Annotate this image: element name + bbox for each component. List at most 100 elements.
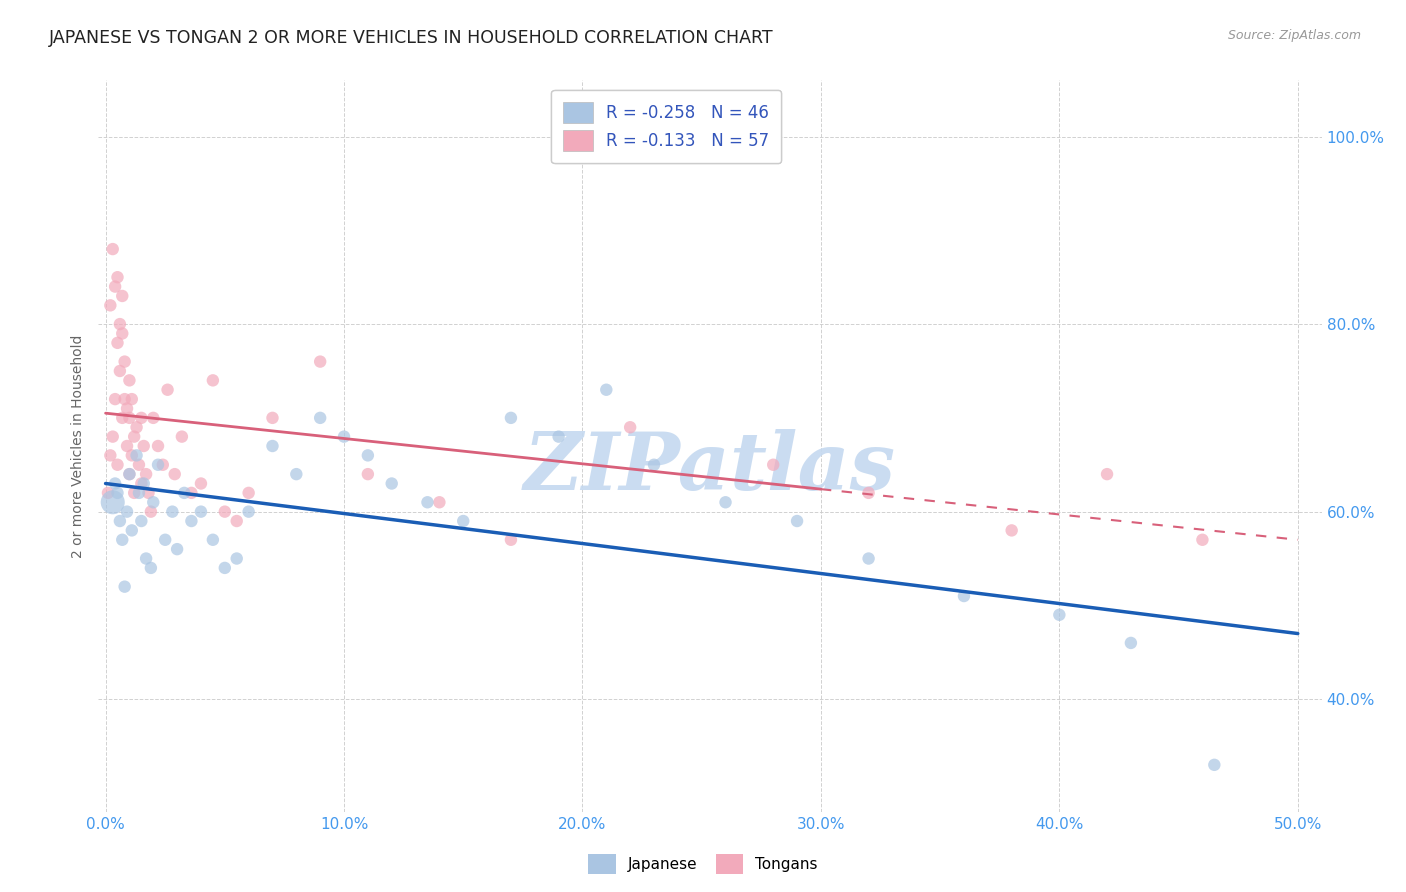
Text: Source: ZipAtlas.com: Source: ZipAtlas.com [1227,29,1361,42]
Point [146,439,169,453]
Point [98,298,121,312]
Point [163,467,186,482]
Point [108,514,131,528]
Point [595,383,617,397]
Point [547,429,569,443]
Point [225,551,247,566]
Text: ZIPatlas: ZIPatlas [524,429,896,507]
Point [381,476,404,491]
Point [416,495,439,509]
Point [131,410,153,425]
Point [98,449,121,463]
Point [107,270,129,285]
Point [107,458,129,472]
Point [333,429,356,443]
Point [108,364,131,378]
Point [357,467,380,482]
Point [166,542,188,557]
Point [111,326,134,341]
Point [128,486,150,500]
Point [170,429,193,443]
Point [309,354,332,368]
Point [132,476,155,491]
Point [108,317,131,331]
Point [128,458,150,472]
Point [115,439,138,453]
Point [201,533,224,547]
Point [238,486,260,500]
Point [104,392,127,406]
Point [309,410,332,425]
Point [114,580,136,594]
Point [173,486,195,500]
Point [152,458,174,472]
Point [643,458,665,472]
Point [101,429,124,443]
Point [858,551,880,566]
Point [285,467,308,482]
Point [786,514,808,528]
Point [97,486,120,500]
Point [138,486,160,500]
Point [714,495,737,509]
Y-axis label: 2 or more Vehicles in Household: 2 or more Vehicles in Household [70,334,84,558]
Point [762,458,785,472]
Point [101,495,124,509]
Point [180,486,202,500]
Point [153,533,176,547]
Point [1119,636,1142,650]
Point [1204,757,1226,772]
Point [121,449,143,463]
Point [135,467,157,482]
Point [190,476,212,491]
Point [429,495,451,509]
Point [114,354,136,368]
Point [953,589,976,603]
Point [131,514,153,528]
Point [262,439,284,453]
Point [122,486,145,500]
Point [139,505,162,519]
Point [118,467,141,482]
Point [107,486,129,500]
Point [451,514,474,528]
Point [132,439,155,453]
Point [118,373,141,387]
Point [115,401,138,416]
Point [125,420,148,434]
Point [357,449,380,463]
Point [190,505,212,519]
Point [1047,607,1070,622]
Point [111,533,134,547]
Point [201,373,224,387]
Point [1095,467,1118,482]
Point [619,420,641,434]
Point [111,289,134,303]
Point [135,551,157,566]
Point [118,410,141,425]
Point [131,476,153,491]
Point [238,505,260,519]
Point [104,279,127,293]
Point [122,429,145,443]
Point [1191,533,1213,547]
Point [101,242,124,256]
Point [262,410,284,425]
Point [111,410,134,425]
Point [142,410,165,425]
Point [180,514,202,528]
Point [118,467,141,482]
Point [115,505,138,519]
Point [499,533,522,547]
Point [139,561,162,575]
Point [142,495,165,509]
Point [114,392,136,406]
Text: JAPANESE VS TONGAN 2 OR MORE VEHICLES IN HOUSEHOLD CORRELATION CHART: JAPANESE VS TONGAN 2 OR MORE VEHICLES IN… [49,29,773,46]
Point [225,514,247,528]
Point [107,335,129,350]
Point [146,458,169,472]
Point [121,524,143,538]
Point [121,392,143,406]
Point [214,505,236,519]
Legend: R = -0.258   N = 46, R = -0.133   N = 57: R = -0.258 N = 46, R = -0.133 N = 57 [551,90,782,163]
